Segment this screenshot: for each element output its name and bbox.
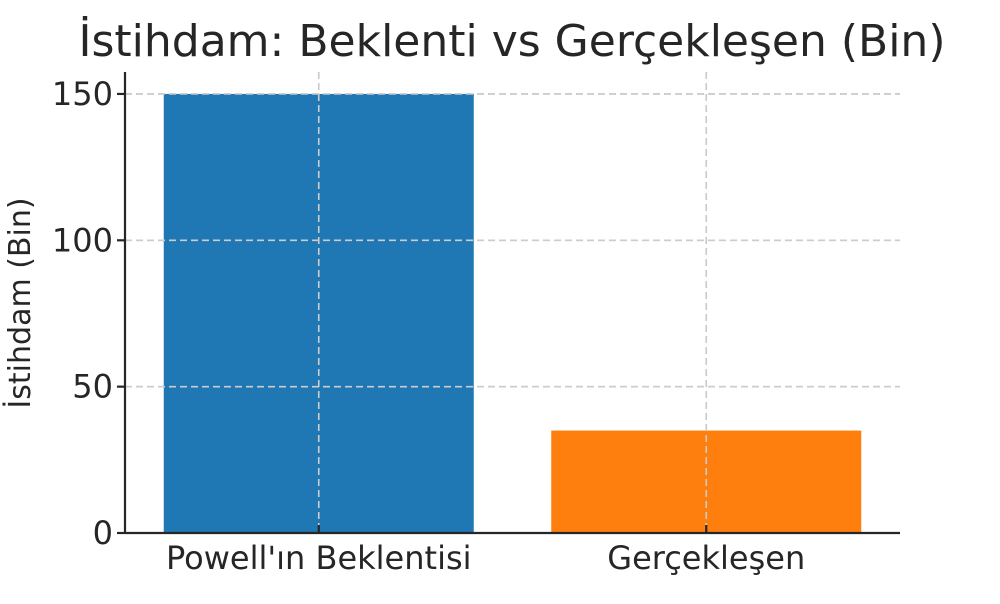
y-tick-label: 50 (72, 368, 113, 406)
y-tick-label: 0 (93, 514, 113, 552)
axes (123, 72, 900, 535)
y-tick-label: 100 (52, 221, 113, 259)
y-ticks: 0 50 100 150 (52, 75, 125, 552)
x-ticks: Powell'ın Beklentisi Gerçekleşen (166, 525, 805, 577)
chart-title: İstihdam: Beklenti vs Gerçekleşen (Bin) (79, 15, 946, 67)
x-tick-label: Powell'ın Beklentisi (166, 539, 472, 577)
bars (125, 72, 900, 533)
y-tick-label: 150 (52, 75, 113, 113)
bar-expectation (163, 93, 474, 533)
y-axis-label: İstihdam (Bin) (2, 197, 38, 408)
x-tick-label: Gerçekleşen (607, 539, 805, 577)
